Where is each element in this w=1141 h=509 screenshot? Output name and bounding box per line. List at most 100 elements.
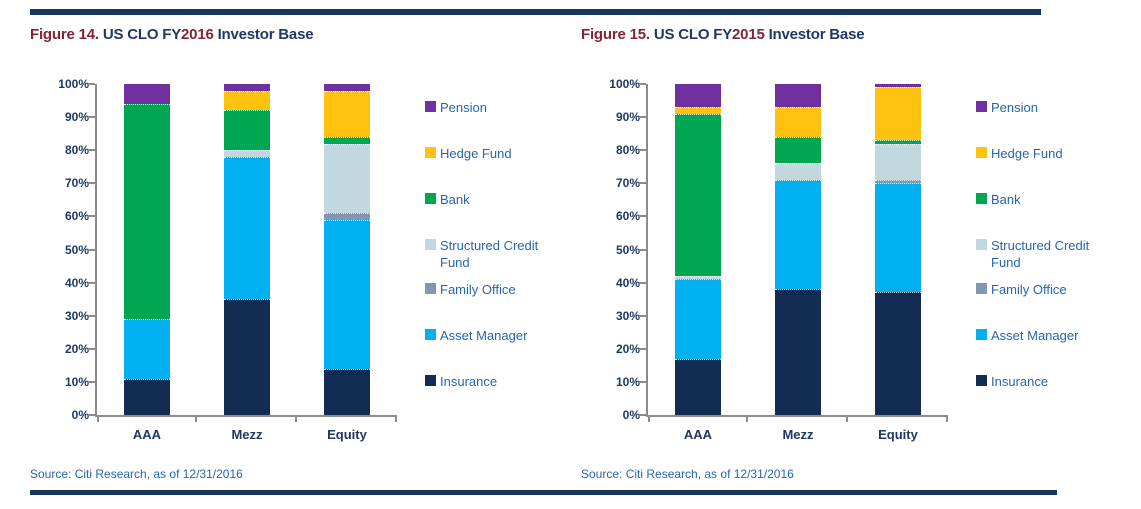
figure-title-part: Figure 15.: [581, 26, 654, 43]
legend-item-family-office: Family Office: [425, 281, 565, 298]
legend-label: Family Office: [440, 282, 516, 297]
legend-label: Structured Credit Fund: [440, 238, 539, 270]
y-axis-tick-mark: [639, 314, 646, 317]
x-axis-category-label: Equity: [327, 427, 367, 442]
legend-label: Pension: [440, 100, 487, 115]
bar-segment-hedge-fund: [324, 90, 370, 137]
bar-segment-family-office: [324, 213, 370, 220]
y-axis-tick-mark: [639, 380, 646, 383]
plot-area: 100% 90% 80% 70% 60% 50% 40% 30% 20% 10% 0% AAA Mezz…: [609, 77, 948, 442]
bar-segment-pension: [875, 84, 921, 88]
legend-swatch-icon: [976, 193, 987, 204]
y-axis-tick-mark: [88, 83, 95, 85]
y-axis-tick-mark: [639, 149, 646, 152]
y-axis-tick-mark: [639, 281, 646, 284]
top-divider-rule: [30, 9, 1041, 15]
legend-label: Bank: [440, 192, 470, 207]
bar-segment-asset-manager: [124, 319, 170, 379]
legend-label: Structured Credit Fund: [991, 238, 1090, 270]
figure-title-part: US CLO FY: [102, 26, 182, 43]
legend-swatch-icon: [425, 193, 436, 204]
figure-title-part: 2016: [181, 26, 214, 43]
legend-item-pension: Pension: [425, 99, 565, 116]
y-axis-tick-label: 0%: [71, 408, 89, 422]
legend-swatch-icon: [425, 375, 436, 386]
figure-title-part: 2015: [732, 26, 765, 43]
bar-segment-family-office: [875, 179, 921, 184]
stacked-bar-mezz: [775, 84, 821, 415]
bar-segment-insurance: [775, 289, 821, 415]
legend-label: Hedge Fund: [440, 146, 512, 161]
x-axis-tick-mark: [946, 415, 948, 422]
legend-label: Pension: [991, 100, 1038, 115]
legend-swatch-icon: [976, 329, 987, 340]
y-axis-tick-label: 10%: [64, 374, 89, 389]
y-axis-tick-label: 90%: [64, 110, 89, 125]
x-axis-tick-mark: [846, 415, 848, 422]
y-axis-tick-mark: [88, 314, 95, 317]
bar-segment-asset-manager: [224, 156, 270, 300]
bar-segment-pension: [775, 84, 821, 108]
y-axis-tick-label: 30%: [64, 308, 89, 323]
y-axis-tick-mark: [88, 182, 95, 185]
figure-title-part: Investor Base: [213, 26, 314, 43]
bar-segment-structured-credit-fund: [224, 150, 270, 157]
bar-segment-bank: [324, 136, 370, 144]
x-axis-category-label: Mezz: [231, 427, 263, 442]
bar-segment-insurance: [675, 358, 721, 415]
bar-segment-bank: [224, 110, 270, 151]
bar-segment-insurance: [324, 368, 370, 415]
y-axis-tick-label: 100%: [58, 77, 89, 91]
bar-segment-bank: [775, 136, 821, 164]
y-axis-tick-mark: [88, 414, 95, 416]
bar-segment-hedge-fund: [875, 87, 921, 141]
legend-label: Family Office: [991, 282, 1067, 297]
y-axis-tick-mark: [88, 248, 95, 251]
bar-segment-pension: [675, 84, 721, 108]
y-axis-tick-mark: [639, 414, 646, 416]
stacked-bar-aaa: [124, 84, 170, 415]
y-axis-tick-mark: [88, 149, 95, 152]
legend-swatch-icon: [976, 147, 987, 158]
y-axis-tick-mark: [639, 215, 646, 218]
legend-swatch-icon: [976, 283, 987, 294]
legend-swatch-icon: [425, 147, 436, 158]
legend-item-insurance: Insurance: [425, 373, 565, 390]
bottom-divider-rule: [30, 490, 1057, 495]
y-axis-tick-mark: [639, 116, 646, 119]
legend-label: Bank: [991, 192, 1021, 207]
figure-title: Figure 14. US CLO FY2016 Investor Base: [30, 26, 314, 43]
y-axis-tick-label: 70%: [64, 176, 89, 191]
bar-segment-structured-credit-fund: [775, 163, 821, 180]
y-axis-tick-label: 60%: [615, 209, 640, 224]
x-axis-category-label: AAA: [132, 427, 162, 442]
x-axis-category-label: Mezz: [782, 427, 814, 442]
y-axis-tick-mark: [88, 215, 95, 218]
x-axis-tick-mark: [746, 415, 748, 422]
legend-item-bank: Bank: [976, 191, 1116, 208]
y-axis-tick-label: 40%: [615, 275, 640, 290]
legend: Pension Hedge Fund Bank Structured Credit F…: [425, 99, 565, 419]
legend-item-structured-credit-fund: Structured Credit Fund: [976, 237, 1116, 271]
y-axis-tick-label: 20%: [64, 341, 89, 356]
legend-label: Insurance: [440, 374, 498, 389]
x-axis-category-label: Equity: [878, 427, 918, 442]
y-axis-tick-label: 90%: [615, 110, 640, 125]
y-axis-tick-label: 70%: [615, 176, 640, 191]
legend-label: Insurance: [991, 374, 1049, 389]
bar-segment-structured-credit-fund: [675, 275, 721, 280]
figure-title: Figure 15. US CLO FY2015 Investor Base: [581, 26, 865, 43]
bar-segment-bank: [124, 103, 170, 319]
bar-segment-asset-manager: [324, 219, 370, 369]
stacked-bar-equity: [324, 84, 370, 415]
bar-segment-structured-credit-fund: [875, 143, 921, 180]
source-note: Source: Citi Research, as of 12/31/2016: [30, 467, 243, 481]
legend-item-family-office: Family Office: [976, 281, 1116, 298]
legend-swatch-icon: [976, 375, 987, 386]
source-note: Source: Citi Research, as of 12/31/2016: [581, 467, 794, 481]
legend-label: Asset Manager: [991, 328, 1079, 343]
bar-segment-asset-manager: [875, 183, 921, 293]
legend-item-pension: Pension: [976, 99, 1116, 116]
y-axis-tick-label: 50%: [615, 242, 640, 257]
y-axis-tick-label: 30%: [615, 308, 640, 323]
